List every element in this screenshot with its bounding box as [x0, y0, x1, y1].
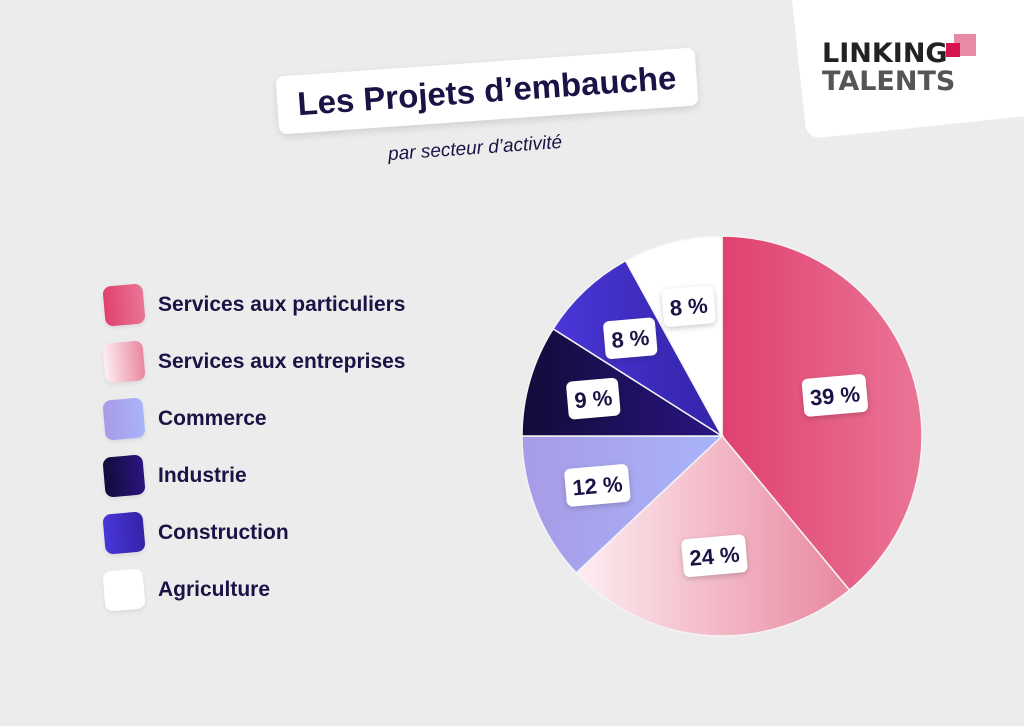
legend-label: Construction — [158, 520, 289, 544]
data-label: 39 % — [801, 374, 868, 417]
data-label-text: 12 % — [571, 471, 623, 500]
data-label-box — [661, 285, 716, 327]
legend-item: Commerce — [102, 390, 406, 447]
data-label: 12 % — [564, 464, 631, 507]
data-label-box — [566, 377, 621, 420]
data-label-text: 8 % — [669, 293, 709, 321]
logo-square-dark — [946, 43, 960, 57]
legend-label: Commerce — [158, 406, 267, 430]
legend-item: Industrie — [102, 447, 406, 504]
legend-label: Services aux entreprises — [158, 349, 406, 373]
data-label: 24 % — [681, 534, 748, 577]
legend-label: Industrie — [158, 463, 247, 487]
data-label-text: 9 % — [573, 385, 613, 413]
logo-line2: TALENTS — [822, 66, 956, 97]
data-label-text: 24 % — [688, 542, 740, 571]
data-label-box — [564, 464, 631, 507]
legend-item: Services aux entreprises — [102, 333, 406, 390]
logo-line1: LINKING — [822, 38, 948, 69]
data-label-box — [681, 534, 748, 577]
data-label: 8 % — [603, 317, 658, 360]
pie-slice — [575, 434, 851, 637]
legend-label: Services aux particuliers — [158, 292, 406, 316]
legend-label: Agriculture — [158, 577, 271, 601]
legend-item: Services aux particuliers — [102, 276, 406, 333]
data-label-text: 8 % — [610, 325, 650, 353]
legend-item: Agriculture — [102, 561, 406, 618]
legend: Services aux particuliers Services aux en… — [102, 276, 406, 618]
data-label: 8 % — [661, 285, 716, 327]
data-label-box — [603, 317, 658, 360]
pie-slice — [624, 235, 723, 437]
data-label: 9 % — [566, 377, 621, 420]
data-label-box — [801, 374, 868, 417]
legend-item: Construction — [102, 504, 406, 561]
data-label-text: 39 % — [809, 381, 861, 410]
logo: LINKING TALENTS — [822, 34, 976, 97]
